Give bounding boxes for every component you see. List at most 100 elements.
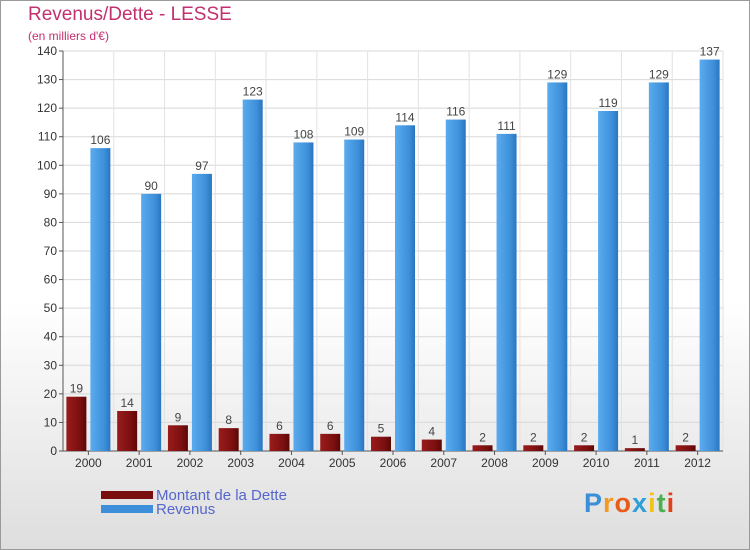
y-tick-label: 70 <box>44 244 58 258</box>
data-label-debt-2010: 2 <box>581 430 588 444</box>
logo-letter: i <box>666 488 676 518</box>
logo-letter: t <box>656 488 667 518</box>
x-tick-label: 2006 <box>380 456 407 470</box>
chart-title: Revenus/Dette - LESSE <box>28 4 232 25</box>
data-label-debt-2001: 14 <box>120 396 134 410</box>
grid <box>62 50 724 452</box>
y-tick-label: 10 <box>44 415 58 429</box>
legend-item-revenus: Revenus <box>101 500 216 518</box>
x-tick-label: 2000 <box>75 456 102 470</box>
bar-debt-2011 <box>624 448 645 451</box>
x-tick-label: 2002 <box>177 456 204 470</box>
bar-revenus-2012 <box>699 59 720 451</box>
logo-letter: i <box>648 488 657 518</box>
data-label-revenus-2004: 108 <box>293 127 313 141</box>
data-label-revenus-2001: 90 <box>144 179 158 193</box>
bar-revenus-2005 <box>344 139 365 452</box>
bar-debt-2000 <box>66 396 87 451</box>
bar-debt-2001 <box>117 411 138 451</box>
data-label-revenus-2011: 129 <box>649 67 669 81</box>
bar-debt-2003 <box>218 428 239 451</box>
y-tick-label: 30 <box>44 358 58 372</box>
data-label-revenus-2002: 97 <box>195 159 209 173</box>
data-label-debt-2005: 6 <box>327 419 334 433</box>
bar-debt-2002 <box>167 425 188 451</box>
bar-revenus-2001 <box>141 193 162 451</box>
data-label-revenus-2007: 116 <box>446 105 465 119</box>
data-label-debt-2008: 2 <box>479 430 486 444</box>
y-tick-label: 90 <box>44 187 58 201</box>
axes: 0 10 20 30 40 50 60 70 80 90 100 110 120 130 140 2000 20… <box>37 44 723 470</box>
data-labels: 19 106 14 90 9 97 8 123 6 108 6 109 5 114 4 116 2 111 2 129… <box>70 45 720 448</box>
x-tick-label: 2012 <box>684 456 711 470</box>
data-label-debt-2007: 4 <box>428 425 435 439</box>
bar-debt-2004 <box>269 433 290 451</box>
bar-debt-2006 <box>371 436 391 451</box>
x-tick-label: 2007 <box>430 456 457 470</box>
bar-revenus-2002 <box>191 173 212 451</box>
data-label-debt-2009: 2 <box>530 430 537 444</box>
logo-letter: x <box>632 488 649 518</box>
bar-revenus-2000 <box>90 148 111 451</box>
x-tick-label: 2010 <box>583 456 610 470</box>
bar-debt-2009 <box>523 445 544 451</box>
data-label-revenus-2012: 137 <box>700 45 720 59</box>
legend-swatch-debt <box>101 491 153 499</box>
data-label-debt-2002: 9 <box>175 410 182 424</box>
y-tick-label: 130 <box>37 73 57 87</box>
proxiti-logo: Proxiti <box>584 488 675 519</box>
x-tick-label: 2003 <box>227 456 254 470</box>
data-label-debt-2012: 2 <box>682 430 689 444</box>
data-label-revenus-2005: 109 <box>344 125 364 139</box>
data-label-debt-2006: 5 <box>378 422 385 436</box>
data-label-revenus-2003: 123 <box>243 85 263 99</box>
logo-letter: o <box>614 488 633 518</box>
logo-letter: r <box>603 488 615 518</box>
data-label-debt-2003: 8 <box>225 413 232 427</box>
y-tick-label: 140 <box>37 44 57 58</box>
bar-debt-2007 <box>421 439 442 451</box>
legend-item-debt: Montant de la Dette <box>101 486 287 504</box>
x-tick-label: 2011 <box>634 456 660 470</box>
data-label-revenus-2008: 111 <box>497 119 516 133</box>
y-tick-label: 40 <box>44 330 58 344</box>
bar-debt-2012 <box>675 445 696 451</box>
data-label-revenus-2009: 129 <box>547 67 567 81</box>
legend-label-debt: Montant de la Dette <box>156 486 287 504</box>
bar-debt-2005 <box>320 433 341 451</box>
chart-subtitle: (en milliers d'€) <box>28 29 109 43</box>
data-label-debt-2004: 6 <box>276 419 283 433</box>
data-label-revenus-2006: 114 <box>395 110 414 124</box>
y-tick-label: 20 <box>44 387 58 401</box>
x-tick-label: 2009 <box>532 456 559 470</box>
y-tick-label: 110 <box>38 130 57 144</box>
y-tick-label: 60 <box>44 273 58 287</box>
x-tick-label: 2008 <box>481 456 508 470</box>
y-tick-label: 100 <box>37 158 57 172</box>
legend-label-revenus: Revenus <box>156 500 216 518</box>
logo-letter: P <box>584 488 604 518</box>
x-tick-label: 2001 <box>126 456 153 470</box>
data-label-debt-2000: 19 <box>70 382 84 396</box>
bar-revenus-2003 <box>242 99 263 452</box>
y-tick-label: 80 <box>44 215 58 229</box>
bars <box>66 59 720 452</box>
y-tick-label: 120 <box>37 101 57 115</box>
bar-revenus-2010 <box>598 111 619 451</box>
bar-revenus-2007 <box>445 119 466 452</box>
bar-revenus-2008 <box>496 133 517 451</box>
bar-revenus-2011 <box>648 82 669 451</box>
x-tick-label: 2005 <box>329 456 356 470</box>
data-label-revenus-2010: 119 <box>599 96 618 110</box>
bar-debt-2008 <box>472 445 493 451</box>
x-tick-label: 2004 <box>278 456 305 470</box>
bar-revenus-2009 <box>547 82 568 451</box>
y-tick-label: 50 <box>44 301 58 315</box>
bar-revenus-2006 <box>395 125 415 452</box>
data-label-revenus-2000: 106 <box>90 133 110 147</box>
bar-revenus-2004 <box>293 142 314 451</box>
y-tick-label: 0 <box>50 444 57 458</box>
legend-swatch-revenus <box>101 505 153 513</box>
